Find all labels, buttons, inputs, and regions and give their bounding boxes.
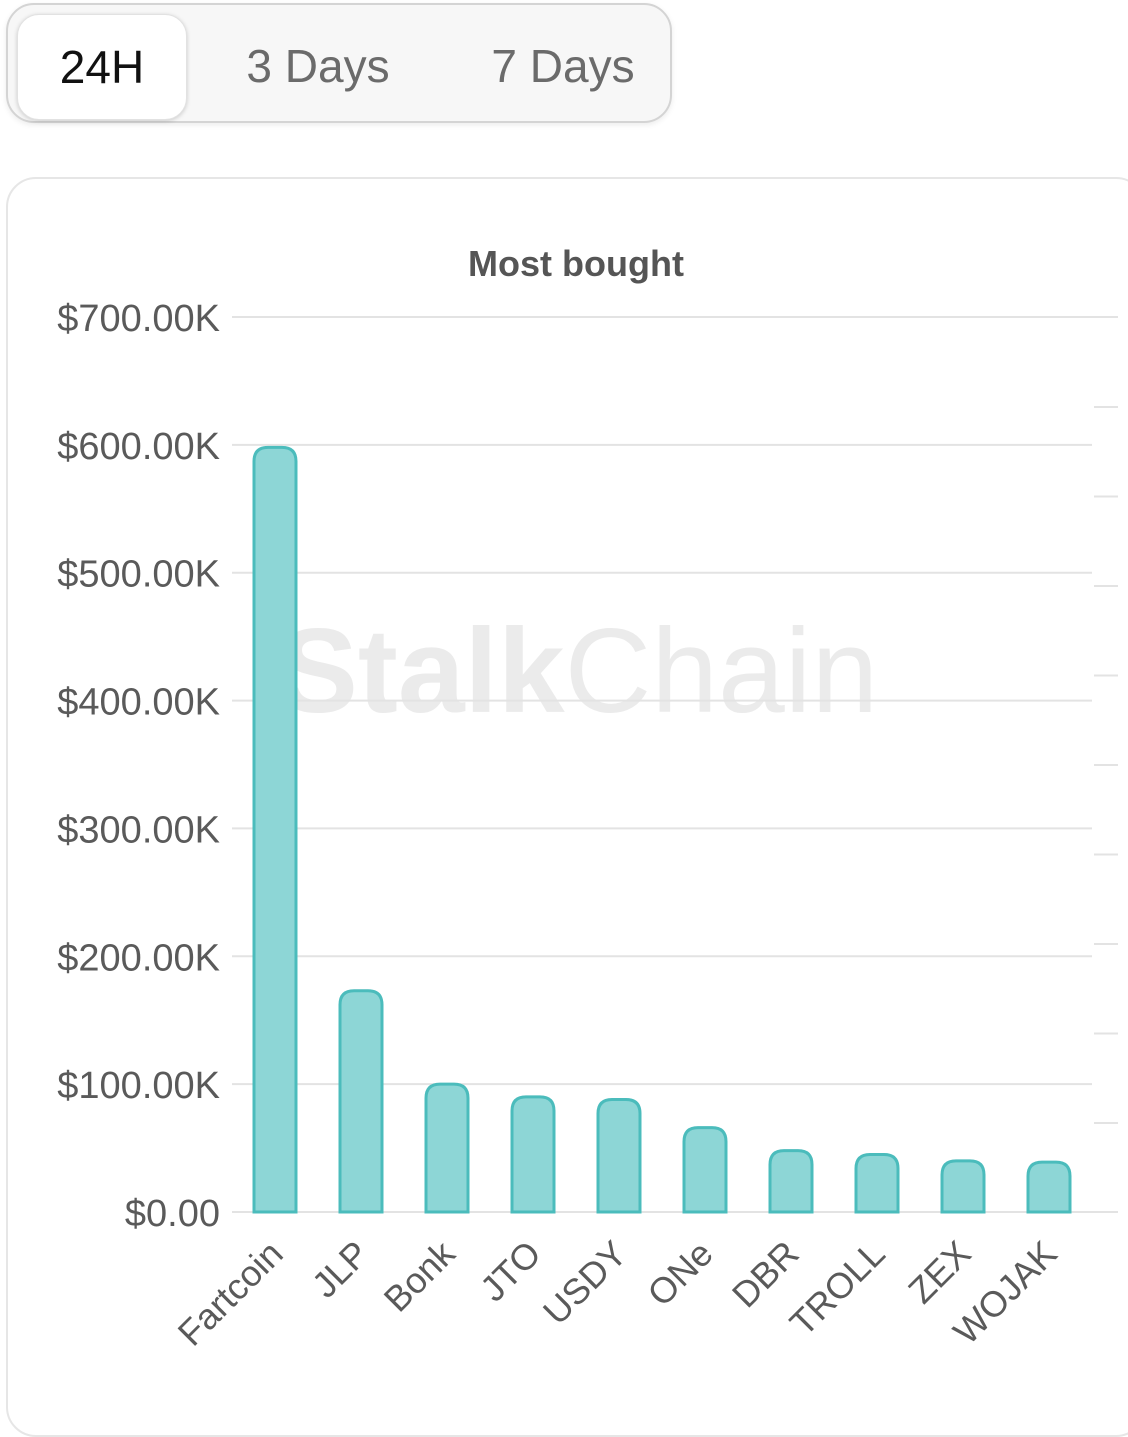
bar-jlp[interactable] xyxy=(338,989,384,1214)
bar-troll[interactable] xyxy=(854,1152,900,1214)
x-tick-label: Fartcoin xyxy=(170,1233,291,1354)
y-tick-label: $500.00K xyxy=(57,554,220,596)
watermark-light: Chain xyxy=(565,604,879,738)
y-axis-ticks: $700.00K $600.00K $500.00K $400.00K $300.00K… xyxy=(57,298,220,1235)
x-tick-label: USDY xyxy=(535,1233,635,1333)
bar-jto[interactable] xyxy=(510,1095,556,1214)
x-tick-label: JTO xyxy=(472,1233,549,1310)
bars xyxy=(252,445,1072,1214)
chart-title: Most bought xyxy=(468,243,684,284)
bar-wojak[interactable] xyxy=(1026,1160,1072,1214)
most-bought-chart: StalkChain Most bought $700.00K$600.00K$… xyxy=(57,243,1118,1354)
bar-dbr[interactable] xyxy=(768,1149,814,1214)
x-tick-label: TROLL xyxy=(782,1233,893,1344)
right-axis-ticks xyxy=(1094,406,1118,1124)
bar-one[interactable] xyxy=(682,1126,728,1214)
y-tick-label: $200.00K xyxy=(57,937,220,979)
y-tick-label: $600.00K xyxy=(57,426,220,468)
chart-card xyxy=(6,177,1128,1437)
bar-usdy[interactable] xyxy=(596,1097,642,1214)
y-tick-label: $400.00K xyxy=(57,682,220,724)
tab-3-days[interactable]: 3 Days xyxy=(246,40,390,92)
x-tick-label: JLP xyxy=(304,1233,377,1306)
x-tick-label: Bonk xyxy=(376,1232,464,1320)
watermark-bold: Stalk xyxy=(278,604,565,738)
y-tick-label: $700.00K xyxy=(57,298,220,340)
y-tick-label: $300.00K xyxy=(57,809,220,851)
x-tick-label: ONe xyxy=(639,1233,720,1314)
y-tick-label: $0.00 xyxy=(125,1193,220,1235)
tab-24h[interactable]: 24H xyxy=(17,14,187,120)
tab-7-days[interactable]: 7 Days xyxy=(491,40,635,92)
y-tick-label: $100.00K xyxy=(57,1065,220,1107)
x-tick-label: ZEX xyxy=(900,1233,978,1311)
time-range-tabs: 24H 3 Days 7 Days xyxy=(6,3,672,123)
bar-zex[interactable] xyxy=(940,1159,986,1214)
bar-bonk[interactable] xyxy=(424,1082,470,1214)
watermark: StalkChain xyxy=(278,604,878,738)
bar-fartcoin[interactable] xyxy=(252,445,298,1214)
